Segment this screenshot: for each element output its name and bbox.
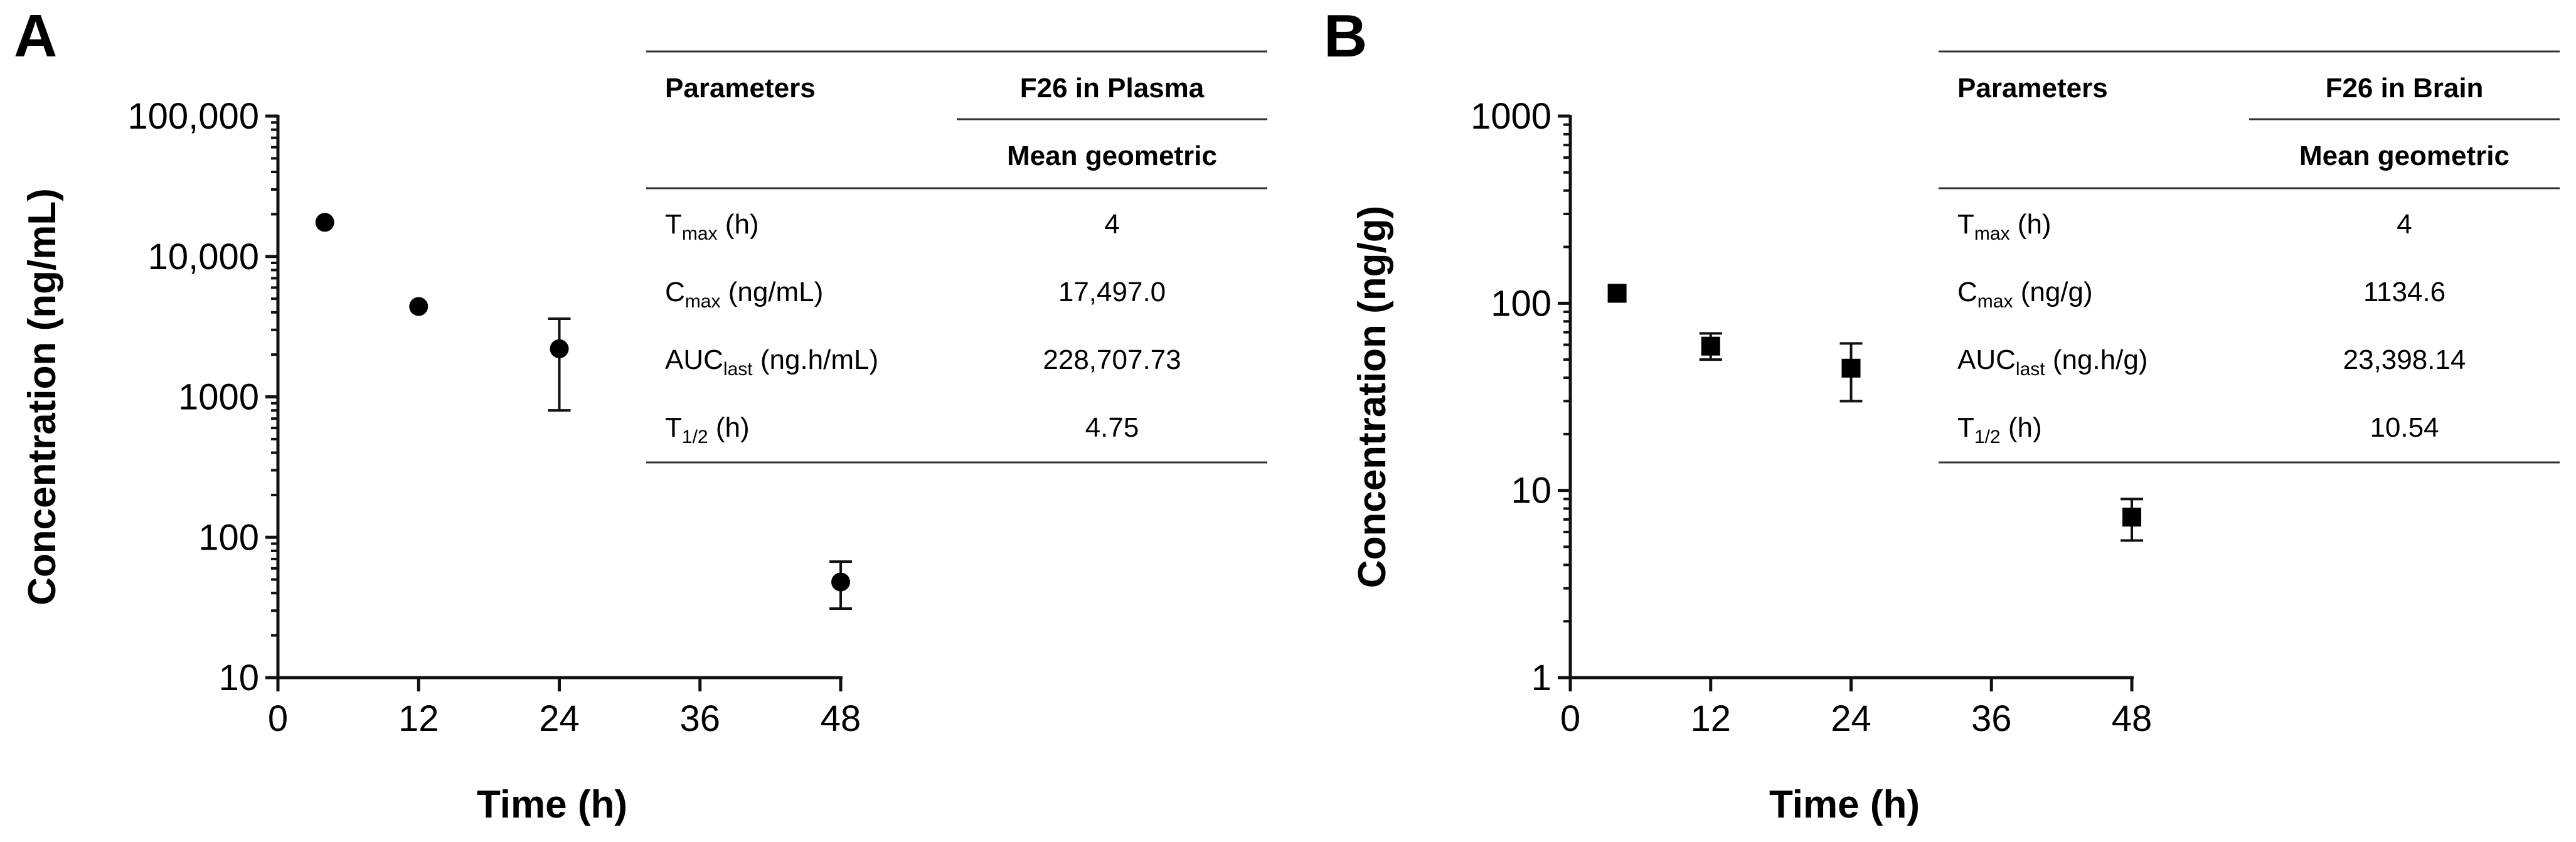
panel-a-table-col2-header: F26 in Plasma	[1020, 73, 1205, 104]
panel-a-y-tick-label: 100	[198, 517, 259, 558]
panel-a-param-unit: (ng/mL)	[720, 277, 823, 307]
panel-a-param-unit: (h)	[708, 412, 750, 443]
panel-a-table-value: 228,707.73	[1043, 344, 1181, 375]
panel-b-table-col2-header: F26 in Brain	[2326, 73, 2484, 104]
panel-b-table-param-label: T1/2 (h)	[1957, 412, 2042, 447]
panel-b-table-value: 1134.6	[2363, 277, 2446, 307]
panel-b-param-subscript: last	[2016, 359, 2045, 380]
panel-b-param-subscript: 1/2	[1974, 427, 2001, 447]
panel-b-y-tick-label: 100	[1491, 283, 1551, 324]
panel-a-data-point	[409, 297, 428, 316]
panel-b-x-axis-title: Time (h)	[1769, 783, 1920, 826]
panel-b-table-col2-subheader: Mean geometric	[2299, 141, 2509, 171]
panel-a-table-value: 4.75	[1085, 412, 1139, 443]
panel-b-table-value: 23,398.14	[2343, 344, 2466, 375]
panel-a-param-unit: (ng.h/mL)	[753, 344, 879, 375]
panel-b-param-subscript: max	[1977, 291, 2013, 312]
panel-b-table-value: 10.54	[2370, 412, 2439, 443]
panel-b-x-tick-label: 24	[1831, 698, 1871, 739]
panel-a-param-symbol: C	[665, 277, 685, 307]
panel-a-param-subscript: max	[685, 291, 721, 312]
panel-a-y-axis-title: Concentration (ng/mL)	[21, 188, 64, 605]
panel-a-table-col2-subheader: Mean geometric	[1007, 141, 1217, 171]
panel-a-table-value: 17,497.0	[1058, 277, 1166, 307]
panel-b-x-tick-label: 12	[1690, 698, 1731, 739]
panel-a-data-point	[831, 572, 850, 592]
panel-b-data-point	[1607, 284, 1627, 303]
panel-b-param-unit: (h)	[2010, 209, 2052, 240]
panel-b-param-subscript: max	[1974, 223, 2010, 244]
panel-b-y-axis-title: Concentration (ng/g)	[1351, 206, 1394, 589]
panel-a-param-subscript: 1/2	[682, 427, 708, 447]
panel-a-param-subscript: last	[723, 359, 753, 380]
panel-b-y-tick-label: 10	[1511, 471, 1551, 511]
panel-b-param-unit: (ng/g)	[2013, 277, 2092, 307]
panel-b-table-value: 4	[2397, 209, 2412, 240]
panel-b-table-param-label: AUClast (ng.h/g)	[1957, 344, 2148, 380]
panel-a-param-symbol: T	[665, 209, 682, 240]
panel-a-data-point	[550, 339, 569, 358]
panel-a-y-tick-label: 10,000	[148, 237, 259, 277]
panel-b-param-unit: (ng.h/g)	[2045, 344, 2148, 375]
panel-a-x-tick-label: 0	[268, 698, 288, 739]
panel-b-table-param-label: Cmax (ng/g)	[1957, 277, 2093, 312]
panel-b-param-symbol: C	[1957, 277, 1977, 307]
panel-a-letter: A	[14, 3, 57, 70]
panel-a-table-param-label: Tmax (h)	[665, 209, 759, 244]
panel-b-data-point	[1701, 336, 1720, 356]
panel-a-x-tick-label: 36	[679, 698, 720, 739]
panel-a-table-col1-header: Parameters	[665, 73, 816, 104]
panel-b-table-param-label: Tmax (h)	[1957, 209, 2052, 244]
panel-b-data-point	[2122, 508, 2141, 527]
panel-a-table-param-label: AUClast (ng.h/mL)	[665, 344, 878, 380]
panel-a-param-subscript: max	[682, 223, 718, 244]
panel-b-param-unit: (h)	[2001, 412, 2042, 443]
panel-a-y-tick-label: 1000	[178, 377, 259, 418]
panel-a-x-axis-title: Time (h)	[477, 783, 627, 826]
panel-a-y-tick-label: 100,000	[127, 96, 259, 137]
panel-b-y-tick-label: 1000	[1471, 96, 1551, 137]
panel-a-y-tick-label: 10	[218, 658, 259, 698]
panel-a-data-point	[315, 213, 334, 232]
panel-b-param-symbol: T	[1957, 412, 1974, 443]
panel-b-param-symbol: AUC	[1957, 344, 2016, 375]
panel-a-table-param-label: Cmax (ng/mL)	[665, 277, 823, 312]
panel-a-x-tick-label: 24	[539, 698, 580, 739]
panel-a-x-tick-label: 48	[821, 698, 861, 739]
panel-b-data-point	[1841, 358, 1861, 378]
panel-b-y-tick-label: 1	[1531, 658, 1551, 698]
panel-a-param-symbol: T	[665, 412, 682, 443]
panel-b-table-col1-header: Parameters	[1957, 73, 2108, 104]
panel-b-letter: B	[1324, 3, 1367, 70]
panel-b-x-tick-label: 36	[1971, 698, 2012, 739]
panel-a-param-symbol: AUC	[665, 344, 723, 375]
panel-a-param-unit: (h)	[718, 209, 759, 240]
panel-a-table-value: 4	[1104, 209, 1119, 240]
panel-a-table-param-label: T1/2 (h)	[665, 412, 750, 447]
panel-b-x-tick-label: 0	[1560, 698, 1580, 739]
panel-b-x-tick-label: 48	[2112, 698, 2153, 739]
panel-b-param-symbol: T	[1957, 209, 1974, 240]
panel-a-x-tick-label: 12	[398, 698, 439, 739]
